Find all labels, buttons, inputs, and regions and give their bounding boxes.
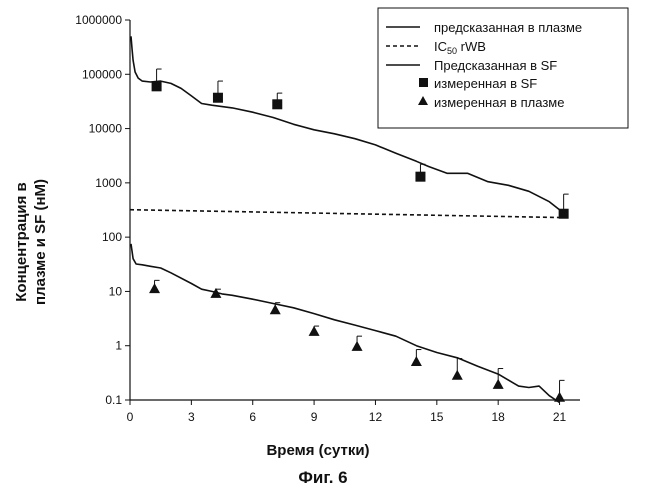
- legend-label-ic50-subscript: 50: [447, 46, 457, 56]
- y-axis-label-line2: плазме и SF (нМ): [32, 179, 49, 305]
- legend-marker-measured-sf: [419, 78, 428, 87]
- legend-label-measured-plasma: измеренная в плазме: [434, 95, 564, 110]
- y-tick-label: 10: [109, 284, 123, 298]
- legend: предсказанная в плазме IC50 rWB Предсказ…: [378, 8, 628, 128]
- series-line-ic50-rwb: [130, 210, 560, 218]
- data-point-measured-sf: [213, 93, 223, 103]
- y-tick-label: 1000000: [75, 13, 122, 27]
- data-point-measured-plasma: [554, 392, 565, 402]
- x-tick-label: 21: [553, 410, 567, 424]
- x-axis-ticks: 0 3 6 9 12 15 18 21: [127, 400, 567, 424]
- x-tick-label: 18: [492, 410, 506, 424]
- y-axis-ticks: 0.1 1 10 100 1000 10000 100000 1000000: [75, 13, 130, 407]
- x-tick-label: 3: [188, 410, 195, 424]
- x-tick-label: 12: [369, 410, 383, 424]
- y-tick-label: 1000: [95, 176, 122, 190]
- data-point-measured-sf: [152, 81, 162, 91]
- data-point-measured-plasma: [309, 326, 320, 336]
- legend-label-predicted-plasma: предсказанная в плазме: [434, 20, 582, 35]
- data-point-measured-plasma: [452, 370, 463, 380]
- legend-label-measured-sf: измеренная в SF: [434, 76, 537, 91]
- legend-label-predicted-sf: Предсказанная в SF: [434, 58, 557, 73]
- data-point-measured-sf: [272, 99, 282, 109]
- data-point-measured-sf: [559, 209, 569, 219]
- data-point-measured-sf: [415, 172, 425, 182]
- y-axis-label-line1: Концентрация в: [13, 182, 30, 301]
- x-tick-label: 0: [127, 410, 134, 424]
- y-tick-label: 100: [102, 230, 122, 244]
- data-point-measured-plasma: [352, 341, 363, 351]
- data-point-measured-plasma: [149, 283, 160, 293]
- figure-caption: Фиг. 6: [0, 468, 646, 488]
- data-point-measured-plasma: [411, 356, 422, 366]
- y-tick-label: 100000: [82, 67, 122, 81]
- y-tick-label: 10000: [89, 122, 123, 136]
- data-point-measured-plasma: [270, 304, 281, 314]
- x-axis-label: Время (сутки): [266, 442, 369, 459]
- legend-label-ic50: IC50 rWB: [434, 39, 486, 56]
- y-tick-label: 1: [115, 339, 122, 353]
- y-tick-label: 0.1: [105, 393, 122, 407]
- data-point-measured-plasma: [493, 379, 504, 389]
- x-tick-label: 15: [430, 410, 444, 424]
- chart: 0 3 6 9 12 15 18 21 0.1 1 10 100 1000 10000 100000 100…: [0, 0, 646, 500]
- series-line-предсказанная-в-плазме: [131, 244, 560, 403]
- x-tick-label: 6: [249, 410, 256, 424]
- x-tick-label: 9: [311, 410, 318, 424]
